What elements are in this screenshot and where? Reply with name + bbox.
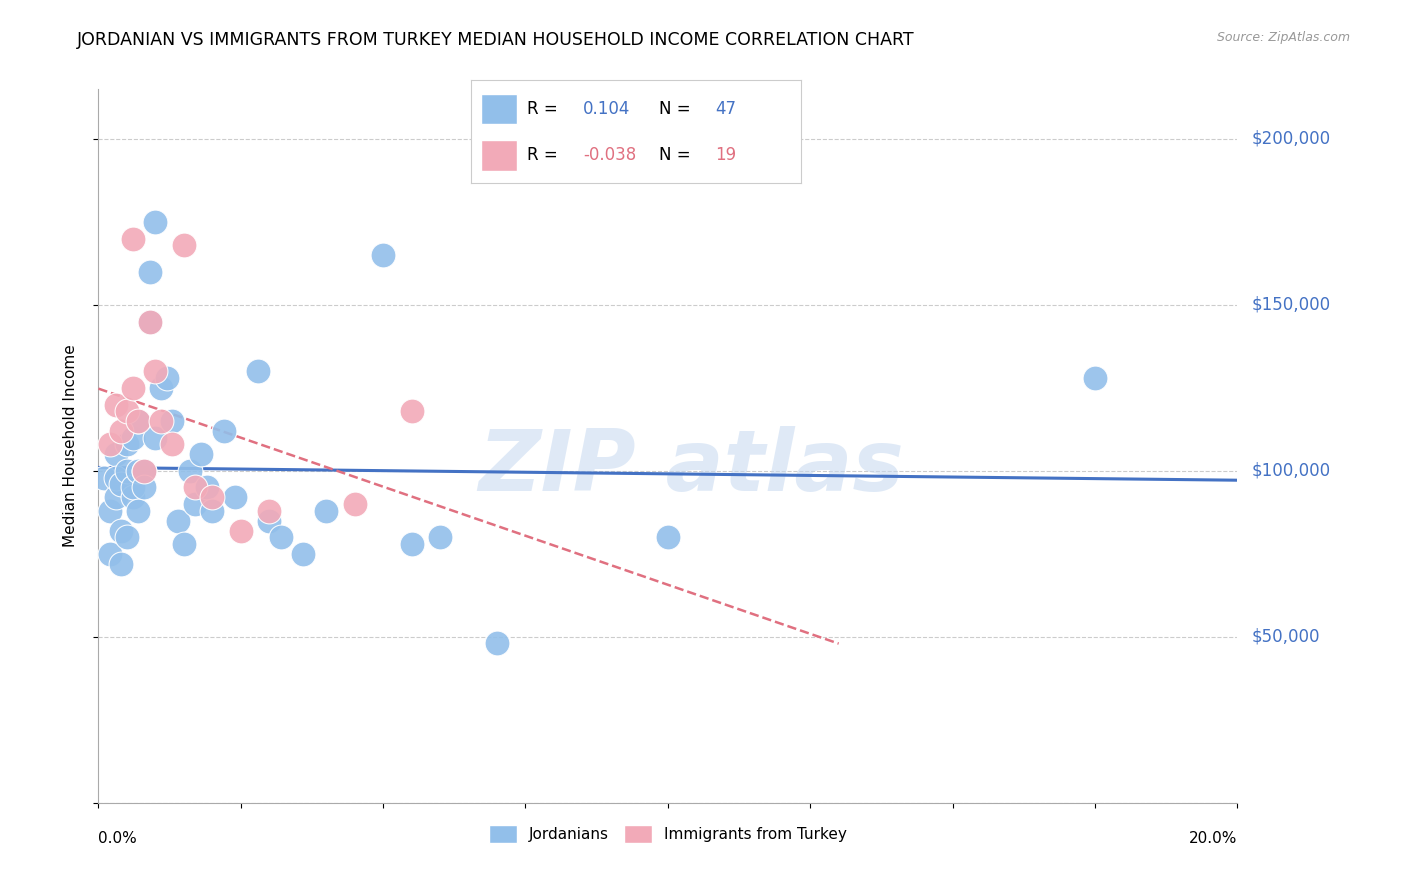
Point — [115, 464, 138, 478]
Text: Source: ZipAtlas.com: Source: ZipAtlas.com — [1216, 31, 1350, 45]
Point — [121, 231, 143, 245]
Text: ZIP atlas: ZIP atlas — [478, 425, 904, 509]
Text: $50,000: $50,000 — [1251, 628, 1320, 646]
Text: $100,000: $100,000 — [1251, 462, 1330, 480]
Point — [127, 504, 149, 518]
Point — [1084, 371, 1107, 385]
Point — [401, 537, 423, 551]
FancyBboxPatch shape — [481, 94, 517, 124]
Point — [190, 447, 212, 461]
Point — [121, 481, 143, 495]
Point — [98, 547, 121, 561]
Point — [315, 504, 337, 518]
Text: $150,000: $150,000 — [1251, 296, 1330, 314]
Legend: Jordanians, Immigrants from Turkey: Jordanians, Immigrants from Turkey — [482, 819, 853, 848]
Point — [162, 414, 184, 428]
Point — [121, 381, 143, 395]
Point — [150, 414, 173, 428]
Point — [104, 447, 127, 461]
Point — [156, 371, 179, 385]
Y-axis label: Median Household Income: Median Household Income — [63, 344, 77, 548]
Point — [110, 477, 132, 491]
Point — [98, 437, 121, 451]
Text: 19: 19 — [716, 146, 737, 164]
Point — [184, 497, 207, 511]
Point — [121, 431, 143, 445]
Text: N =: N = — [659, 100, 690, 118]
Text: -0.038: -0.038 — [583, 146, 637, 164]
Point — [343, 497, 366, 511]
Point — [110, 557, 132, 571]
Point — [115, 437, 138, 451]
Point — [429, 530, 451, 544]
Point — [145, 215, 167, 229]
Point — [115, 404, 138, 418]
Point — [401, 404, 423, 418]
Point — [132, 464, 155, 478]
Point — [110, 424, 132, 438]
Point — [195, 481, 218, 495]
Text: 47: 47 — [716, 100, 737, 118]
Point — [167, 514, 190, 528]
Point — [657, 530, 679, 544]
Point — [373, 248, 395, 262]
Text: JORDANIAN VS IMMIGRANTS FROM TURKEY MEDIAN HOUSEHOLD INCOME CORRELATION CHART: JORDANIAN VS IMMIGRANTS FROM TURKEY MEDI… — [77, 31, 915, 49]
Text: N =: N = — [659, 146, 690, 164]
Point — [115, 530, 138, 544]
Text: 20.0%: 20.0% — [1189, 831, 1237, 847]
Point — [486, 636, 509, 650]
Text: 0.0%: 0.0% — [98, 831, 138, 847]
Point — [93, 470, 115, 484]
Point — [104, 397, 127, 411]
Point — [212, 424, 235, 438]
Point — [145, 364, 167, 378]
Point — [201, 491, 224, 505]
Point — [127, 464, 149, 478]
Point — [229, 524, 252, 538]
Point — [270, 530, 292, 544]
Point — [179, 464, 201, 478]
Point — [132, 464, 155, 478]
Point — [173, 238, 195, 252]
Point — [145, 431, 167, 445]
Point — [150, 381, 173, 395]
Point — [127, 414, 149, 428]
Point — [127, 414, 149, 428]
Point — [104, 491, 127, 505]
Point — [184, 481, 207, 495]
Point — [246, 364, 269, 378]
Point — [259, 514, 281, 528]
Point — [138, 314, 160, 328]
Text: 0.104: 0.104 — [583, 100, 631, 118]
FancyBboxPatch shape — [481, 140, 517, 170]
Point — [162, 437, 184, 451]
Point — [173, 537, 195, 551]
Point — [138, 314, 160, 328]
Point — [259, 504, 281, 518]
Point — [138, 265, 160, 279]
Point — [104, 470, 127, 484]
Text: R =: R = — [527, 146, 558, 164]
Point — [132, 481, 155, 495]
Point — [201, 504, 224, 518]
Point — [224, 491, 246, 505]
Point — [98, 504, 121, 518]
Point — [292, 547, 315, 561]
Text: R =: R = — [527, 100, 558, 118]
Point — [110, 524, 132, 538]
Point — [121, 491, 143, 505]
Text: $200,000: $200,000 — [1251, 130, 1330, 148]
